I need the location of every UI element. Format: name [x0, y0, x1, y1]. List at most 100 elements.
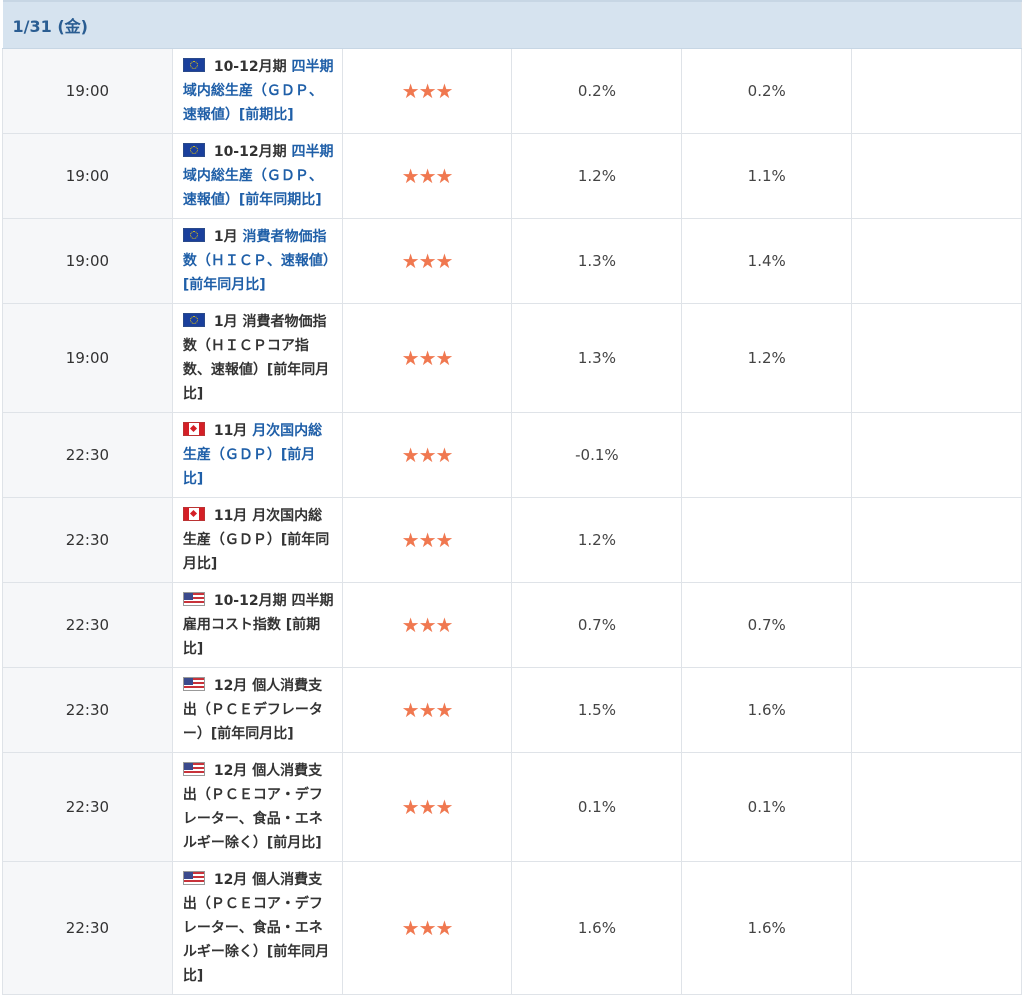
importance-cell: ★★★ [342, 752, 513, 862]
forecast-value: 1.6% [681, 667, 853, 753]
eu-flag-icon [182, 228, 205, 242]
event-period: 1月 [213, 229, 238, 245]
event-cell: 12月 個人消費支出（ＰＣＥデフレーター）[前年同月比] [172, 667, 343, 753]
event-rows: 19:00 10-12月期 四半期域内総生産（ＧＤＰ、速報値）[前期比] ★★★ 0.… [2, 48, 1022, 995]
event-title[interactable]: 四半期域内総生産（ＧＤＰ、速報値）[前年同期比] [182, 144, 334, 208]
result-cell [851, 667, 1022, 753]
importance-stars-icon: ★★★ [401, 795, 454, 819]
table-row: 19:00 10-12月期 四半期域内総生産（ＧＤＰ、速報値）[前年同期比] ★★★… [2, 133, 1022, 219]
actual-value: 0.7% [511, 582, 683, 668]
actual-value: 1.3% [511, 303, 683, 413]
result-cell [851, 497, 1022, 583]
date-header-row: 1/31 (金) [2, 0, 1022, 49]
result-cell [851, 133, 1022, 219]
event-period: 10-12月期 [213, 59, 287, 75]
result-cell [851, 303, 1022, 413]
importance-cell: ★★★ [342, 133, 513, 219]
table-row: 19:00 10-12月期 四半期域内総生産（ＧＤＰ、速報値）[前期比] ★★★ 0.… [2, 48, 1022, 134]
event-period: 12月 [213, 872, 248, 888]
forecast-value: 0.7% [681, 582, 853, 668]
event-cell: 12月 個人消費支出（ＰＣＥコア・デフレーター、食品・エネルギー除く）[前月比] [172, 752, 343, 862]
importance-stars-icon: ★★★ [401, 249, 454, 273]
event-cell: 1月 消費者物価指数（ＨＩＣＰ、速報値）[前年同月比] [172, 218, 343, 304]
table-row: 19:00 1月 消費者物価指数（ＨＩＣＰコア指数、速報値）[前年同月比] ★★★ 1… [2, 303, 1022, 413]
event-title: 消費者物価指数（ＨＩＣＰコア指数、速報値）[前年同月比] [182, 314, 330, 402]
eu-flag-icon [182, 313, 205, 327]
us-flag-icon [182, 592, 205, 606]
actual-value: 1.2% [511, 133, 683, 219]
event-period: 12月 [213, 678, 248, 694]
importance-stars-icon: ★★★ [401, 916, 454, 940]
event-title: 月次国内総生産（ＧＤＰ）[前年同月比] [182, 508, 330, 572]
event-period: 1月 [213, 314, 238, 330]
importance-stars-icon: ★★★ [401, 346, 454, 370]
event-time: 22:30 [2, 412, 173, 498]
importance-cell: ★★★ [342, 582, 513, 668]
date-header: 1/31 (金) [12, 17, 88, 36]
event-time: 22:30 [2, 497, 173, 583]
importance-stars-icon: ★★★ [401, 698, 454, 722]
event-cell: 11月 月次国内総生産（ＧＤＰ）[前年同月比] [172, 497, 343, 583]
importance-stars-icon: ★★★ [401, 613, 454, 637]
table-row: 22:30 12月 個人消費支出（ＰＣＥデフレーター）[前年同月比] ★★★ 1.5%… [2, 667, 1022, 753]
event-time: 22:30 [2, 667, 173, 753]
table-row: 22:30 11月 月次国内総生産（ＧＤＰ）[前年同月比] ★★★ 1.2% [2, 497, 1022, 583]
ca-flag-icon [182, 422, 205, 436]
event-time: 19:00 [2, 218, 173, 304]
event-time: 19:00 [2, 303, 173, 413]
event-cell: 12月 個人消費支出（ＰＣＥコア・デフレーター、食品・エネルギー除く）[前年同月… [172, 861, 343, 995]
forecast-value [681, 497, 853, 583]
result-cell [851, 48, 1022, 134]
result-cell [851, 861, 1022, 995]
importance-cell: ★★★ [342, 412, 513, 498]
table-row: 19:00 1月 消費者物価指数（ＨＩＣＰ、速報値）[前年同月比] ★★★ 1.3% 1… [2, 218, 1022, 304]
event-title: 四半期雇用コスト指数 [前期比] [182, 593, 334, 657]
event-period: 11月 [213, 423, 248, 439]
forecast-value [681, 412, 853, 498]
importance-cell: ★★★ [342, 861, 513, 995]
actual-value: 0.1% [511, 752, 683, 862]
actual-value: 1.5% [511, 667, 683, 753]
result-cell [851, 412, 1022, 498]
result-cell [851, 582, 1022, 668]
us-flag-icon [182, 871, 205, 885]
importance-stars-icon: ★★★ [401, 164, 454, 188]
ca-flag-icon [182, 507, 205, 521]
event-cell: 10-12月期 四半期雇用コスト指数 [前期比] [172, 582, 343, 668]
event-cell: 1月 消費者物価指数（ＨＩＣＰコア指数、速報値）[前年同月比] [172, 303, 343, 413]
event-cell: 10-12月期 四半期域内総生産（ＧＤＰ、速報値）[前期比] [172, 48, 343, 134]
event-period: 11月 [213, 508, 248, 524]
forecast-value: 0.1% [681, 752, 853, 862]
importance-stars-icon: ★★★ [401, 443, 454, 467]
importance-cell: ★★★ [342, 303, 513, 413]
importance-cell: ★★★ [342, 218, 513, 304]
event-period: 12月 [213, 763, 248, 779]
result-cell [851, 752, 1022, 862]
actual-value: 0.2% [511, 48, 683, 134]
event-time: 22:30 [2, 582, 173, 668]
event-cell: 10-12月期 四半期域内総生産（ＧＤＰ、速報値）[前年同期比] [172, 133, 343, 219]
actual-value: -0.1% [511, 412, 683, 498]
importance-cell: ★★★ [342, 667, 513, 753]
table-row: 22:30 12月 個人消費支出（ＰＣＥコア・デフレーター、食品・エネルギー除く）… [2, 752, 1022, 862]
eu-flag-icon [182, 143, 205, 157]
event-title[interactable]: 四半期域内総生産（ＧＤＰ、速報値）[前期比] [182, 59, 334, 123]
event-period: 10-12月期 [213, 144, 287, 160]
forecast-value: 1.1% [681, 133, 853, 219]
importance-cell: ★★★ [342, 497, 513, 583]
table-row: 22:30 11月 月次国内総生産（ＧＤＰ）[前月比] ★★★ -0.1% [2, 412, 1022, 498]
forecast-value: 1.4% [681, 218, 853, 304]
table-row: 22:30 10-12月期 四半期雇用コスト指数 [前期比] ★★★ 0.7% 0.7% [2, 582, 1022, 668]
forecast-value: 1.2% [681, 303, 853, 413]
importance-stars-icon: ★★★ [401, 528, 454, 552]
importance-stars-icon: ★★★ [401, 79, 454, 103]
event-title[interactable]: 月次国内総生産（ＧＤＰ）[前月比] [182, 423, 323, 487]
event-title[interactable]: 消費者物価指数（ＨＩＣＰ、速報値）[前年同月比] [182, 229, 330, 293]
eu-flag-icon [182, 58, 205, 72]
actual-value: 1.3% [511, 218, 683, 304]
event-title: 個人消費支出（ＰＣＥコア・デフレーター、食品・エネルギー除く）[前月比] [182, 763, 323, 851]
actual-value: 1.2% [511, 497, 683, 583]
event-period: 10-12月期 [213, 593, 287, 609]
result-cell [851, 218, 1022, 304]
